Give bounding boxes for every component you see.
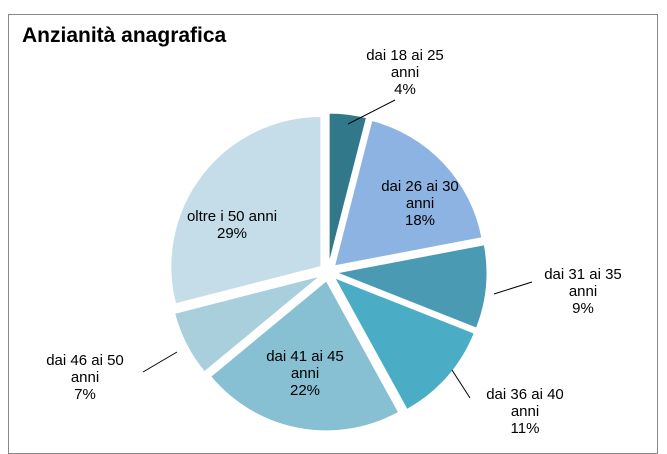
leader-line xyxy=(142,351,178,373)
slice-label: dai 18 ai 25 anni xyxy=(366,47,444,81)
slice-label: dai 41 ai 45 anni xyxy=(266,348,344,382)
leader-line xyxy=(347,99,396,125)
pie-slice xyxy=(335,244,488,329)
slice-label: oltre i 50 anni xyxy=(186,208,278,225)
slice-value-label: 11% xyxy=(510,420,540,437)
pie-slice xyxy=(174,275,321,373)
slice-label: dai 26 ai 30 anni xyxy=(381,178,459,212)
chart xyxy=(142,99,533,432)
slice-label: dai 31 ai 35 anni xyxy=(544,266,622,300)
slice-label: dai 46 ai 50 anni xyxy=(46,352,124,386)
slice-value-label: 29% xyxy=(216,225,248,242)
pie-slice xyxy=(333,276,475,411)
slice-value-label: 18% xyxy=(404,212,436,229)
slice-value-label: 4% xyxy=(394,81,416,98)
slice-value-label: 7% xyxy=(74,386,96,403)
slice-value-label: 9% xyxy=(572,300,594,317)
page: {"chart_data": {"type": "pie", "title": … xyxy=(8,14,658,454)
pie-slice xyxy=(170,115,322,305)
leader-line xyxy=(451,369,471,399)
slice-value-label: 22% xyxy=(289,382,321,399)
pie-slice xyxy=(328,112,368,264)
slice-label: dai 36 ai 40 anni xyxy=(486,386,564,420)
leader-line xyxy=(493,281,533,295)
pie-slice xyxy=(210,280,400,432)
chart-title: Anzianità anagrafica xyxy=(22,24,227,47)
pie-slice xyxy=(333,119,483,267)
